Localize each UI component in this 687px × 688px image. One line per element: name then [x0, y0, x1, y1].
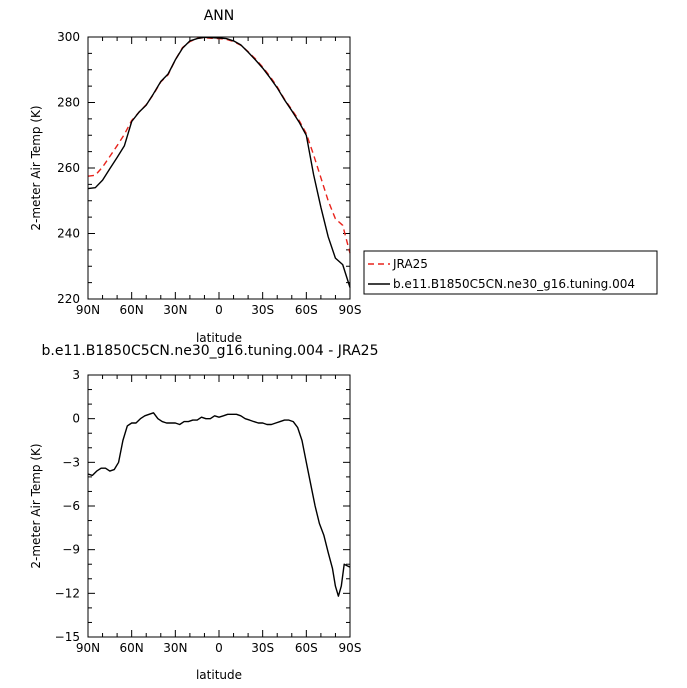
bottom-x-axis-label: latitude	[196, 668, 242, 682]
top-x-tick-label: 60N	[120, 303, 144, 317]
bottom-y-tick-label: −6	[62, 499, 80, 513]
top-y-tick-label: 260	[57, 161, 80, 175]
legend-entry-jra25: JRA25	[392, 257, 428, 271]
bottom-y-tick-label: 3	[72, 368, 80, 382]
bottom-plot-frame	[87, 374, 351, 638]
bottom-y-axis-label: 2-meter Air Temp (K)	[29, 443, 43, 568]
bottom-y-tick-label: −9	[62, 543, 80, 557]
top-x-tick-label: 30N	[163, 303, 187, 317]
top-y-tick-label: 240	[57, 227, 80, 241]
bottom-x-tick-label: 30N	[163, 641, 187, 655]
top-y-tick-label: 300	[57, 30, 80, 44]
top-y-tick-label: 220	[57, 292, 80, 306]
bottom-x-tick-label: 90S	[339, 641, 362, 655]
legend-box	[363, 250, 658, 295]
top-y-tick-label: 280	[57, 96, 80, 110]
top-y-axis-label: 2-meter Air Temp (K)	[29, 105, 43, 230]
bottom-title: b.e11.B1850C5CN.ne30_g16.tuning.004 - JR…	[42, 343, 379, 359]
bottom-panel: b.e11.B1850C5CN.ne30_g16.tuning.004 - JR…	[29, 343, 378, 682]
bottom-x-tick-label: 60S	[295, 641, 318, 655]
top-x-tick-label: 30S	[251, 303, 274, 317]
top-title: ANN	[204, 8, 235, 24]
top-x-tick-label: 90N	[76, 303, 100, 317]
bottom-series-line-0	[87, 412, 351, 597]
top-series-line-1	[87, 36, 351, 288]
top-plot-area: 90N 60N 30N 0 30S 60S 90S 220 240 260 280 300	[57, 30, 361, 317]
top-x-tick-label: 60S	[295, 303, 318, 317]
bottom-y-tick-label: −15	[55, 630, 80, 644]
bottom-y-tick-label: 0	[72, 412, 80, 426]
legend: JRA25 b.e11.B1850C5CN.ne30_g16.tuning.00…	[363, 250, 658, 295]
bottom-x-tick-label: 90N	[76, 641, 100, 655]
top-series-line-0	[87, 37, 351, 254]
bottom-y-tick-label: −3	[62, 455, 80, 469]
top-plot-frame	[87, 36, 351, 300]
top-x-tick-label: 90S	[339, 303, 362, 317]
bottom-y-tick-label: −12	[55, 586, 80, 600]
top-panel: ANN 90N 60N 30N 0 30S 60S 90S 220 240 260 280 300 l…	[29, 8, 658, 345]
legend-entry-model: b.e11.B1850C5CN.ne30_g16.tuning.004	[393, 277, 635, 291]
top-x-axis-label: latitude	[196, 331, 242, 345]
bottom-plot-area: 90N 60N 30N 0 30S 60S 90S −15 −12 −9 −6 −3 0 3	[55, 368, 362, 655]
bottom-x-tick-label: 60N	[120, 641, 144, 655]
bottom-x-tick-label: 0	[215, 641, 223, 655]
bottom-x-tick-label: 30S	[251, 641, 274, 655]
top-x-tick-label: 0	[215, 303, 223, 317]
